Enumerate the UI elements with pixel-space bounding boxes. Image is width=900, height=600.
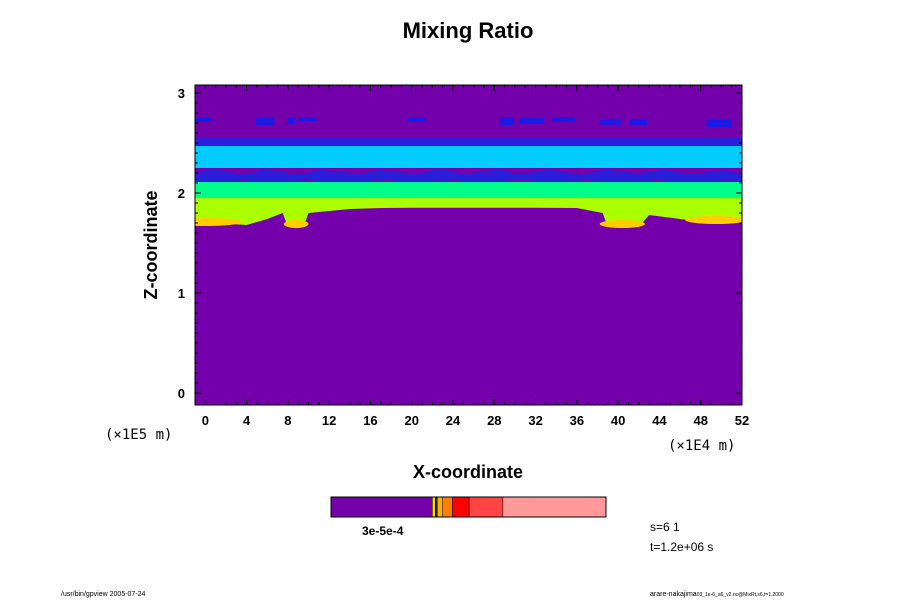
y-axis-label: Z-coordinate — [141, 190, 161, 299]
y-tick-label: 1 — [178, 286, 185, 301]
contour-bands — [195, 117, 742, 228]
footer-right-small: 03_1e-6_a6_v2.nc@MixRt,s6,t=1.2000 — [697, 592, 784, 598]
contour-band-patch — [298, 117, 317, 121]
footer-left: /usr/bin/gpview 2005-07-24 — [61, 591, 146, 598]
colorbar-segment — [435, 496, 438, 518]
contour-band — [195, 138, 742, 146]
contour-band-patch — [287, 117, 296, 125]
y-tick-label: 0 — [178, 386, 185, 401]
contour-band-patch — [552, 117, 576, 122]
colorbar-segment — [502, 496, 607, 518]
contour-band-patch — [518, 117, 545, 124]
colorbar-segment — [452, 496, 470, 518]
x-tick-label: 8 — [284, 413, 291, 428]
x-tick-label: 44 — [652, 413, 667, 428]
hot-spot — [685, 216, 742, 224]
x-tick-label: 24 — [446, 413, 461, 428]
x-tick-label: 52 — [735, 413, 749, 428]
contour-band-patch — [706, 119, 732, 128]
x-tick-label: 32 — [528, 413, 542, 428]
footer-right-main: arare-nakajima — [650, 591, 697, 598]
colorbar-label: 3e-5e-4 — [362, 524, 404, 538]
y-tick-label: 2 — [178, 186, 185, 201]
x-tick-label: 28 — [487, 413, 501, 428]
colorbar-segment — [436, 496, 443, 518]
colorbar-frame — [330, 496, 607, 518]
hot-spot — [599, 220, 645, 228]
x-tick-label: 16 — [363, 413, 377, 428]
plot-background — [195, 85, 742, 405]
contour-band — [195, 146, 742, 168]
lower-plume — [195, 198, 742, 227]
contour-band-patch — [195, 117, 212, 122]
x-tick-label: 40 — [611, 413, 625, 428]
x-tick-label: 12 — [322, 413, 336, 428]
x-tick-label: 36 — [570, 413, 584, 428]
y-axis-unit: (×1E5 m) — [105, 427, 172, 443]
step-annotation: s=6 1 — [650, 520, 680, 534]
colorbar-segment — [442, 496, 453, 518]
footer-right: arare-nakajima03_1e-6_a6_v2.nc@MixRt,s6,… — [650, 591, 784, 598]
x-tick-label: 48 — [693, 413, 707, 428]
colorbar-segment — [432, 496, 436, 518]
colorbar — [330, 496, 607, 518]
x-axis-unit: (×1E4 m) — [668, 438, 735, 454]
y-axis-ticks: 0 1 2 3 — [178, 86, 742, 401]
x-axis-ticks: 0 4 8 12 16 20 24 28 32 36 40 44 48 52 — [202, 85, 749, 428]
contour-band-patch — [407, 117, 426, 122]
plot-area — [194, 84, 743, 406]
contour-band-patch — [630, 119, 647, 125]
contour-band-patch — [255, 117, 275, 125]
hot-spot — [195, 218, 242, 226]
y-tick-label: 3 — [178, 86, 185, 101]
chart-title: Mixing Ratio — [403, 18, 534, 43]
time-annotation: t=1.2e+06 s — [650, 540, 713, 554]
colorbar-segment — [468, 496, 504, 518]
contour-band — [195, 169, 742, 185]
x-tick-label: 20 — [405, 413, 419, 428]
x-tick-label: 4 — [243, 413, 251, 428]
hot-spot — [283, 220, 309, 228]
x-axis-label: X-coordinate — [413, 462, 523, 482]
plot-frame — [194, 84, 743, 406]
colorbar-segment — [330, 496, 433, 518]
contour-band-patch — [500, 117, 515, 125]
contour-band-patch — [600, 119, 622, 125]
x-tick-label: 0 — [202, 413, 209, 428]
